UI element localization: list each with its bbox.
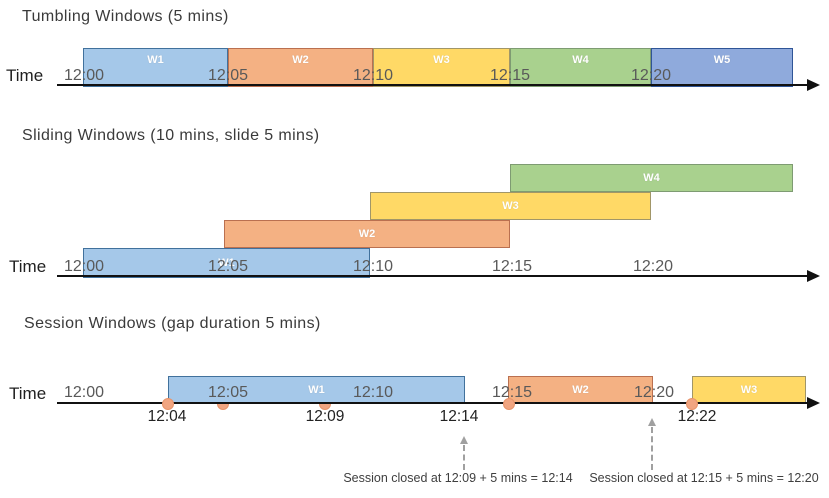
time-axis-line xyxy=(57,84,809,86)
tick-label: 12:15 xyxy=(491,258,533,275)
sliding-section-title: Sliding Windows (10 mins, slide 5 mins) xyxy=(22,127,320,144)
tick-label: 12:20 xyxy=(633,384,675,401)
window-box-w1: W1 xyxy=(168,376,465,404)
event-dot xyxy=(686,398,698,410)
window-box-w3: W3 xyxy=(370,192,651,220)
window-box-w4: W4 xyxy=(510,164,793,192)
time-axis-label: Time xyxy=(6,66,44,85)
time-axis-label: Time xyxy=(9,384,47,403)
tick-label: 12:00 xyxy=(63,67,105,84)
window-label: W2 xyxy=(572,384,589,396)
window-box-w1: W1 xyxy=(83,48,228,87)
note-arrow-stem xyxy=(651,427,653,470)
window-box-w5: W5 xyxy=(651,48,793,87)
window-label: W5 xyxy=(713,53,731,66)
window-label: W3 xyxy=(502,200,519,212)
session-closed-caption: Session closed at 12:09 + 5 mins = 12:14 xyxy=(343,471,573,485)
time-axis-label: Time xyxy=(9,257,47,276)
tick-label: 12:10 xyxy=(352,258,394,275)
window-box-w1: W1 xyxy=(83,248,370,278)
event-dot xyxy=(162,398,174,410)
tick-label: 12:10 xyxy=(352,384,394,401)
event-time-label: 12:14 xyxy=(439,408,479,425)
window-label: W2 xyxy=(292,53,309,66)
tick-label: 12:20 xyxy=(630,67,672,84)
tick-label: 12:05 xyxy=(207,384,249,401)
event-dot xyxy=(503,398,515,410)
window-box-w2: W2 xyxy=(228,48,373,87)
tick-label: 12:00 xyxy=(63,384,105,401)
window-box-w2: W2 xyxy=(224,220,510,248)
tick-label: 12:15 xyxy=(489,67,531,84)
window-label: W3 xyxy=(740,384,758,396)
window-label: W3 xyxy=(433,53,450,66)
event-time-label: 12:22 xyxy=(677,408,717,425)
note-arrow-icon xyxy=(460,436,468,444)
note-arrow-stem xyxy=(463,445,465,470)
window-box-w4: W4 xyxy=(510,48,651,87)
window-label: W4 xyxy=(572,53,589,66)
tick-label: 12:15 xyxy=(491,384,533,401)
window-label: W2 xyxy=(358,228,376,240)
axis-arrowhead-icon xyxy=(807,79,820,91)
tick-label: 12:20 xyxy=(632,258,674,275)
event-time-label: 12:04 xyxy=(147,408,187,425)
axis-arrowhead-icon xyxy=(807,270,820,282)
axis-arrowhead-icon xyxy=(807,397,820,409)
session-section-title: Session Windows (gap duration 5 mins) xyxy=(24,315,321,332)
note-arrow-icon xyxy=(648,418,656,426)
window-label: W1 xyxy=(218,257,235,269)
window-label: W4 xyxy=(643,172,660,184)
window-box-w3: W3 xyxy=(373,48,510,87)
time-axis-line xyxy=(57,275,809,277)
tumbling-section-title: Tumbling Windows (5 mins) xyxy=(22,8,229,25)
window-label: W1 xyxy=(147,53,164,66)
tick-label: 12:05 xyxy=(207,258,249,275)
tick-label: 12:05 xyxy=(207,67,249,84)
window-box-w3: W3 xyxy=(692,376,806,404)
session-closed-caption: Session closed at 12:15 + 5 mins = 12:20 xyxy=(589,471,819,485)
window-label: W1 xyxy=(308,384,325,396)
tick-label: 12:00 xyxy=(63,258,105,275)
tick-label: 12:10 xyxy=(352,67,394,84)
event-time-label: 12:09 xyxy=(305,408,345,425)
time-axis-line xyxy=(57,402,809,404)
